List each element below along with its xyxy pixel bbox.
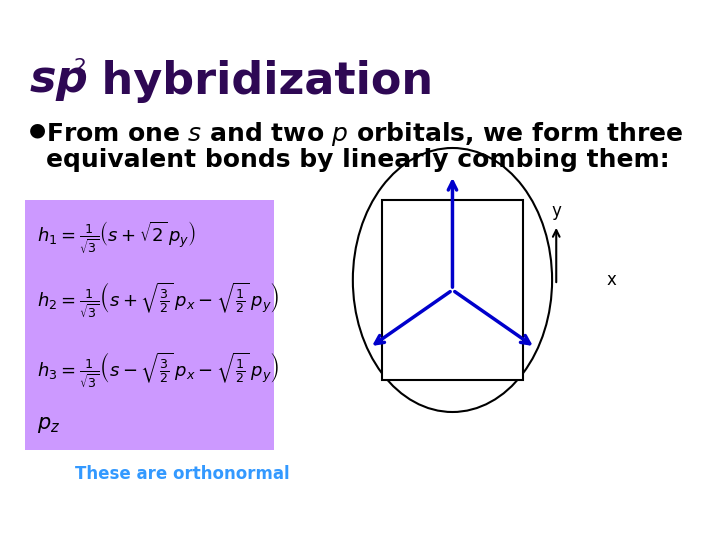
Bar xyxy=(382,200,523,380)
Text: x: x xyxy=(606,271,616,289)
Text: $h_2 = \frac{1}{\sqrt{3}}\left(s + \sqrt{\frac{3}{2}}\,p_x - \sqrt{\frac{1}{2}}\: $h_2 = \frac{1}{\sqrt{3}}\left(s + \sqrt… xyxy=(37,280,280,320)
Text: equivalent bonds by linearly combing them:: equivalent bonds by linearly combing the… xyxy=(45,148,670,172)
Text: ●: ● xyxy=(29,120,46,139)
Text: y: y xyxy=(552,202,561,220)
Bar xyxy=(25,200,274,450)
Text: From one $s$ and two $p$ orbitals, we form three: From one $s$ and two $p$ orbitals, we fo… xyxy=(45,120,683,148)
Text: $h_3 = \frac{1}{\sqrt{3}}\left(s - \sqrt{\frac{3}{2}}\,p_x - \sqrt{\frac{1}{2}}\: $h_3 = \frac{1}{\sqrt{3}}\left(s - \sqrt… xyxy=(37,350,280,390)
Text: hybridization: hybridization xyxy=(86,60,433,103)
Text: $h_1 = \frac{1}{\sqrt{3}}\left(s + \sqrt{2}\,p_y\right)$: $h_1 = \frac{1}{\sqrt{3}}\left(s + \sqrt… xyxy=(37,220,197,256)
Text: $\bfit{sp}$: $\bfit{sp}$ xyxy=(29,60,88,103)
Text: These are orthonormal: These are orthonormal xyxy=(75,465,289,483)
Text: $p_z$: $p_z$ xyxy=(37,415,60,435)
Text: $^2$: $^2$ xyxy=(73,60,86,88)
